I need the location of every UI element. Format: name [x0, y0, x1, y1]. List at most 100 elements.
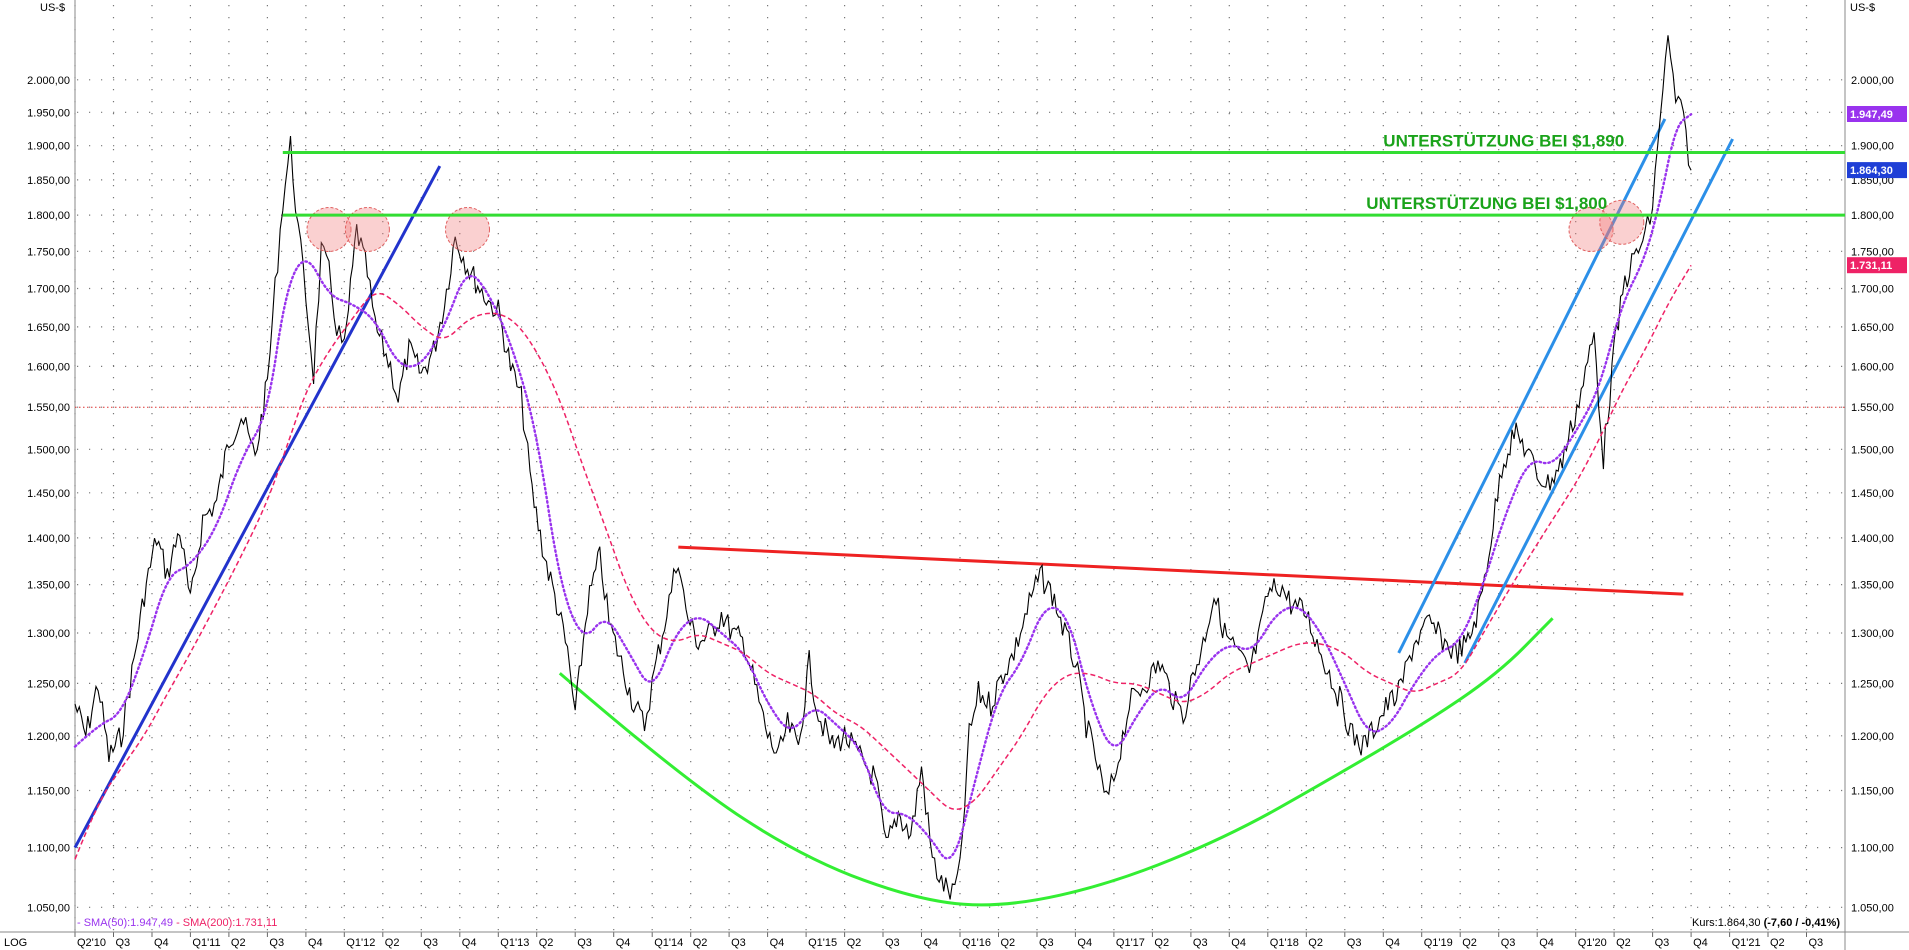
x-tick-label: Q2	[1462, 937, 1477, 949]
y-tick-label-left: 1.650,00	[27, 322, 70, 334]
y-tick-label-left: 1.900,00	[27, 141, 70, 153]
y-tick-label-left: 1.300,00	[27, 628, 70, 640]
x-tick-label: Q4	[924, 937, 939, 949]
x-tick-label: Q1'11	[192, 937, 220, 949]
x-tick-label: Q1'14	[654, 937, 683, 949]
y-tick-label-right: 1.650,00	[1851, 322, 1894, 334]
x-tick-label: Q3	[1347, 937, 1362, 949]
support-label: UNTERSTÜTZUNG BEI $1,800	[1366, 194, 1607, 213]
y-tick-label-left: 1.750,00	[27, 246, 70, 258]
y-tick-label-left: 1.800,00	[27, 210, 70, 222]
x-tick-label: Q2	[1770, 937, 1785, 949]
x-tick-label: Q1'12	[346, 937, 375, 949]
x-tick-label: Q1'16	[962, 937, 991, 949]
x-tick-label: Q2	[1154, 937, 1169, 949]
scale-label: LOG	[4, 937, 27, 949]
y-tick-label-left: 1.950,00	[27, 107, 70, 119]
series-kurs	[74, 35, 1692, 900]
y-tick-label-left: 1.700,00	[27, 284, 70, 296]
price-badge	[1847, 257, 1907, 274]
y-tick-label-left: 1.450,00	[27, 488, 70, 500]
highlight-circles	[306, 199, 1645, 252]
trendline-uptrend-2010	[73, 165, 442, 849]
kurs-change: (-7,60 / -0,41%)	[1764, 917, 1841, 929]
y-tick-label-right: 1.600,00	[1851, 361, 1894, 373]
trendlines	[73, 118, 1734, 849]
y-tick-label-left: 1.250,00	[27, 678, 70, 690]
currency-label-left: US-$	[40, 2, 65, 14]
y-tick-label-left: 1.100,00	[27, 843, 70, 855]
y-tick-label-right: 1.700,00	[1851, 284, 1894, 296]
x-tick-label: Q1'13	[500, 937, 529, 949]
y-tick-label-right: 1.550,00	[1851, 402, 1894, 414]
x-tick-label: Q3	[1039, 937, 1054, 949]
x-axis: Q2'10 Q3 Q4 Q1'11 Q2 Q3 Q4 Q1'12 Q2 Q3 Q4 Q1'13 Q2 Q3…	[74, 932, 1824, 949]
x-tick-label: Q3	[731, 937, 746, 949]
x-tick-label: Q1'15	[808, 937, 837, 949]
y-tick-label-right: 1.250,00	[1851, 678, 1894, 690]
price-badge	[1847, 162, 1907, 179]
y-tick-label-right: 1.750,00	[1851, 246, 1894, 258]
x-tick-label: Q3	[269, 937, 284, 949]
x-tick-label: Q2	[1616, 937, 1631, 949]
grid-dot-pattern	[74, 5, 1843, 931]
x-tick-label: Q3	[1655, 937, 1670, 949]
trendline-resistance-neckline	[678, 545, 1684, 596]
series-sma200	[74, 264, 1692, 860]
x-tick-label: Q3	[423, 937, 438, 949]
y-tick-label-left: 1.200,00	[27, 731, 70, 743]
y-tick-label-right: 1.200,00	[1851, 731, 1894, 743]
y-tick-label-left: 1.050,00	[27, 902, 70, 914]
y-tick-label-right: 1.300,00	[1851, 628, 1894, 640]
x-tick-label: Q2	[385, 937, 400, 949]
x-tick-label: Q2'10	[77, 937, 106, 949]
y-tick-label-left: 2.000,00	[27, 75, 70, 87]
y-tick-label-left: 1.850,00	[27, 175, 70, 187]
highlight-circle	[306, 207, 352, 252]
y-tick-label-left: 1.400,00	[27, 533, 70, 545]
cup-curve-path	[558, 617, 1554, 907]
price-badge	[1847, 106, 1907, 122]
x-tick-label: Q4	[1385, 937, 1400, 949]
x-tick-label: Q1'18	[1270, 937, 1299, 949]
grid-dots	[74, 5, 1843, 931]
price-badges: 1.947,49 1.864,30 1.731,11	[1847, 106, 1907, 274]
y-tick-label-left: 1.500,00	[27, 444, 70, 456]
y-tick-label-right: 1.400,00	[1851, 533, 1894, 545]
kurs-value: Kurs:1.864,30	[1692, 917, 1764, 929]
x-tick-label: Q4	[770, 937, 785, 949]
price-series	[73, 35, 1693, 900]
y-tick-label-right: 1.450,00	[1851, 488, 1894, 500]
x-tick-label: Q4	[462, 937, 477, 949]
x-tick-label: Q4	[154, 937, 169, 949]
trendline-channel-upper	[1397, 118, 1667, 654]
x-tick-label: Q3	[1501, 937, 1516, 949]
x-tick-label: Q3	[1193, 937, 1208, 949]
x-tick-label: Q1'19	[1424, 937, 1453, 949]
x-tick-label: Q2	[231, 937, 246, 949]
y-tick-label-right: 1.350,00	[1851, 580, 1894, 592]
x-tick-label: Q4	[1693, 937, 1708, 949]
highlight-circle	[1599, 199, 1645, 245]
y-tick-label-left: 1.600,00	[27, 361, 70, 373]
x-tick-label: Q3	[577, 937, 592, 949]
price-badge-label: 1.947,49	[1850, 109, 1893, 121]
y-tick-label-right: 2.000,00	[1851, 75, 1894, 87]
y-tick-label-left: 1.550,00	[27, 402, 70, 414]
y-tick-label-right: 1.500,00	[1851, 444, 1894, 456]
x-tick-label: Q3	[1809, 937, 1824, 949]
x-tick-label: Q4	[1231, 937, 1246, 949]
support-lines: UNTERSTÜTZUNG BEI $1,890 UNTERSTÜTZUNG BE…	[282, 132, 1845, 217]
x-tick-label: Q4	[1077, 937, 1092, 949]
y-axis-left: 1.050,00 1.100,00 1.150,00 1.200,00 1.250,00…	[27, 75, 70, 914]
x-tick-label: Q4	[1539, 937, 1554, 949]
highlight-circle	[445, 207, 490, 252]
y-tick-label-right: 1.900,00	[1851, 141, 1894, 153]
x-tick-label: Q4	[308, 937, 323, 949]
support-label: UNTERSTÜTZUNG BEI $1,890	[1383, 132, 1624, 151]
price-badge-label: 1.731,11	[1850, 260, 1892, 272]
x-tick-label: Q2	[1308, 937, 1323, 949]
series-sma50	[73, 113, 1693, 860]
kurs-readout: Kurs:1.864,30 (-7,60 / -0,41%)	[1692, 917, 1840, 929]
